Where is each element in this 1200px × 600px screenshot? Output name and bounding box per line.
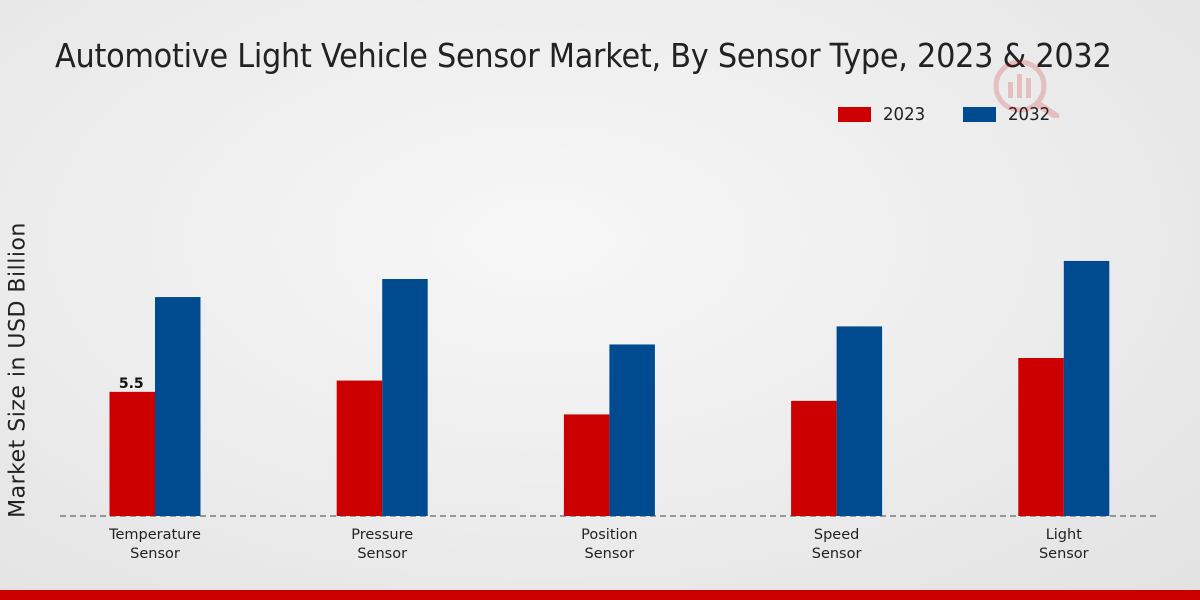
x-tick-label: Speed Sensor — [812, 527, 862, 562]
x-tick-label: Temperature Sensor — [108, 527, 201, 562]
bar-2023-light-sensor — [1018, 358, 1064, 516]
chart-title: Automotive Light Vehicle Sensor Market, … — [55, 36, 1112, 75]
legend-label-2023: 2023 — [883, 104, 926, 125]
legend-swatch-2032 — [962, 107, 996, 122]
legend-swatch-2023 — [838, 107, 871, 122]
x-tick-label: Light Sensor — [1039, 527, 1089, 562]
bar-2023-speed-sensor — [791, 400, 837, 516]
bar-2032-position-sensor — [609, 344, 655, 516]
x-tick-label: Position Sensor — [581, 527, 637, 562]
bar-2032-light-sensor — [1063, 260, 1110, 516]
legend: 2023 2032 — [838, 104, 1088, 125]
bar-2023-temperature-sensor — [109, 391, 155, 516]
bar-2032-speed-sensor — [836, 326, 883, 516]
footer-bar — [0, 590, 1200, 600]
legend-item-2032: 2032 — [962, 104, 1054, 125]
legend-label-2032: 2032 — [1007, 104, 1050, 125]
watermark-logo-icon — [993, 59, 1060, 118]
legend-item-2023: 2023 — [838, 104, 929, 125]
bar-2023-position-sensor — [563, 414, 610, 516]
bar-2032-temperature-sensor — [155, 297, 201, 516]
data-label: 5.5 — [119, 376, 144, 392]
bar-2023-pressure-sensor — [336, 380, 383, 516]
bar-2032-pressure-sensor — [382, 279, 428, 516]
x-tick-label: Pressure Sensor — [351, 527, 413, 562]
